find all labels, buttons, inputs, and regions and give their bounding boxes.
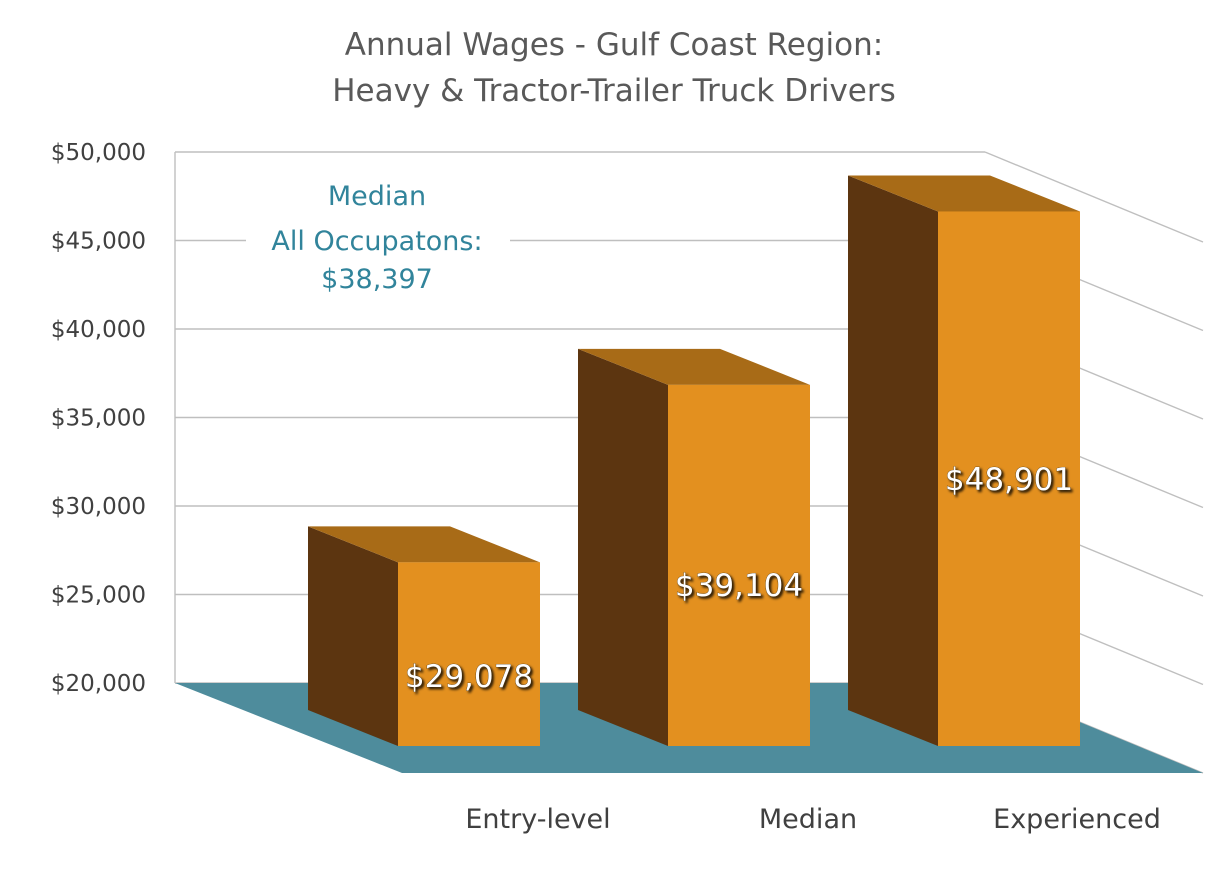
bar-top	[848, 175, 1080, 212]
x-axis: Entry-level Median Experienced	[465, 804, 1161, 835]
bar-side	[308, 526, 398, 746]
bar-top	[308, 526, 540, 563]
bar-experienced: $48,901	[848, 175, 1080, 747]
bar-front	[668, 384, 810, 746]
data-label: $39,104	[675, 568, 803, 604]
annotation-line: All Occupatons:	[271, 226, 482, 257]
median-annotation: Median All Occupatons: $38,397	[246, 170, 510, 298]
bar-side	[578, 348, 668, 746]
annotation-line: Median	[328, 181, 426, 212]
annotation-background	[246, 170, 510, 298]
data-label: $48,901	[945, 462, 1073, 498]
y-tick-label: $20,000	[51, 671, 146, 697]
y-tick-label: $45,000	[51, 229, 146, 255]
bar-top	[578, 348, 810, 385]
bar-front	[938, 211, 1080, 747]
y-tick-label: $40,000	[51, 317, 146, 343]
y-tick-label: $25,000	[51, 583, 146, 609]
x-tick-label: Median	[759, 804, 857, 835]
x-tick-label: Experienced	[993, 804, 1161, 835]
gridline-side	[984, 151, 1204, 243]
bar-entry-level: $29,078	[308, 526, 540, 746]
y-tick-label: $50,000	[51, 140, 146, 166]
chart-title: Annual Wages - Gulf Coast Region:	[345, 27, 883, 63]
y-axis: $20,000 $25,000 $30,000 $35,000 $40,000 $45,0…	[51, 140, 146, 697]
data-label: $29,078	[405, 659, 533, 695]
bar-median: $39,104	[578, 348, 810, 746]
bar-side	[848, 175, 938, 747]
chart-subtitle: Heavy & Tractor-Trailer Truck Drivers	[332, 73, 896, 109]
bars: $29,078 $39,104 $48,901	[308, 175, 1080, 747]
y-tick-label: $35,000	[51, 406, 146, 432]
annotation-line: $38,397	[321, 264, 433, 295]
bar-front	[398, 562, 540, 746]
y-tick-label: $30,000	[51, 494, 146, 520]
x-tick-label: Entry-level	[465, 804, 610, 835]
